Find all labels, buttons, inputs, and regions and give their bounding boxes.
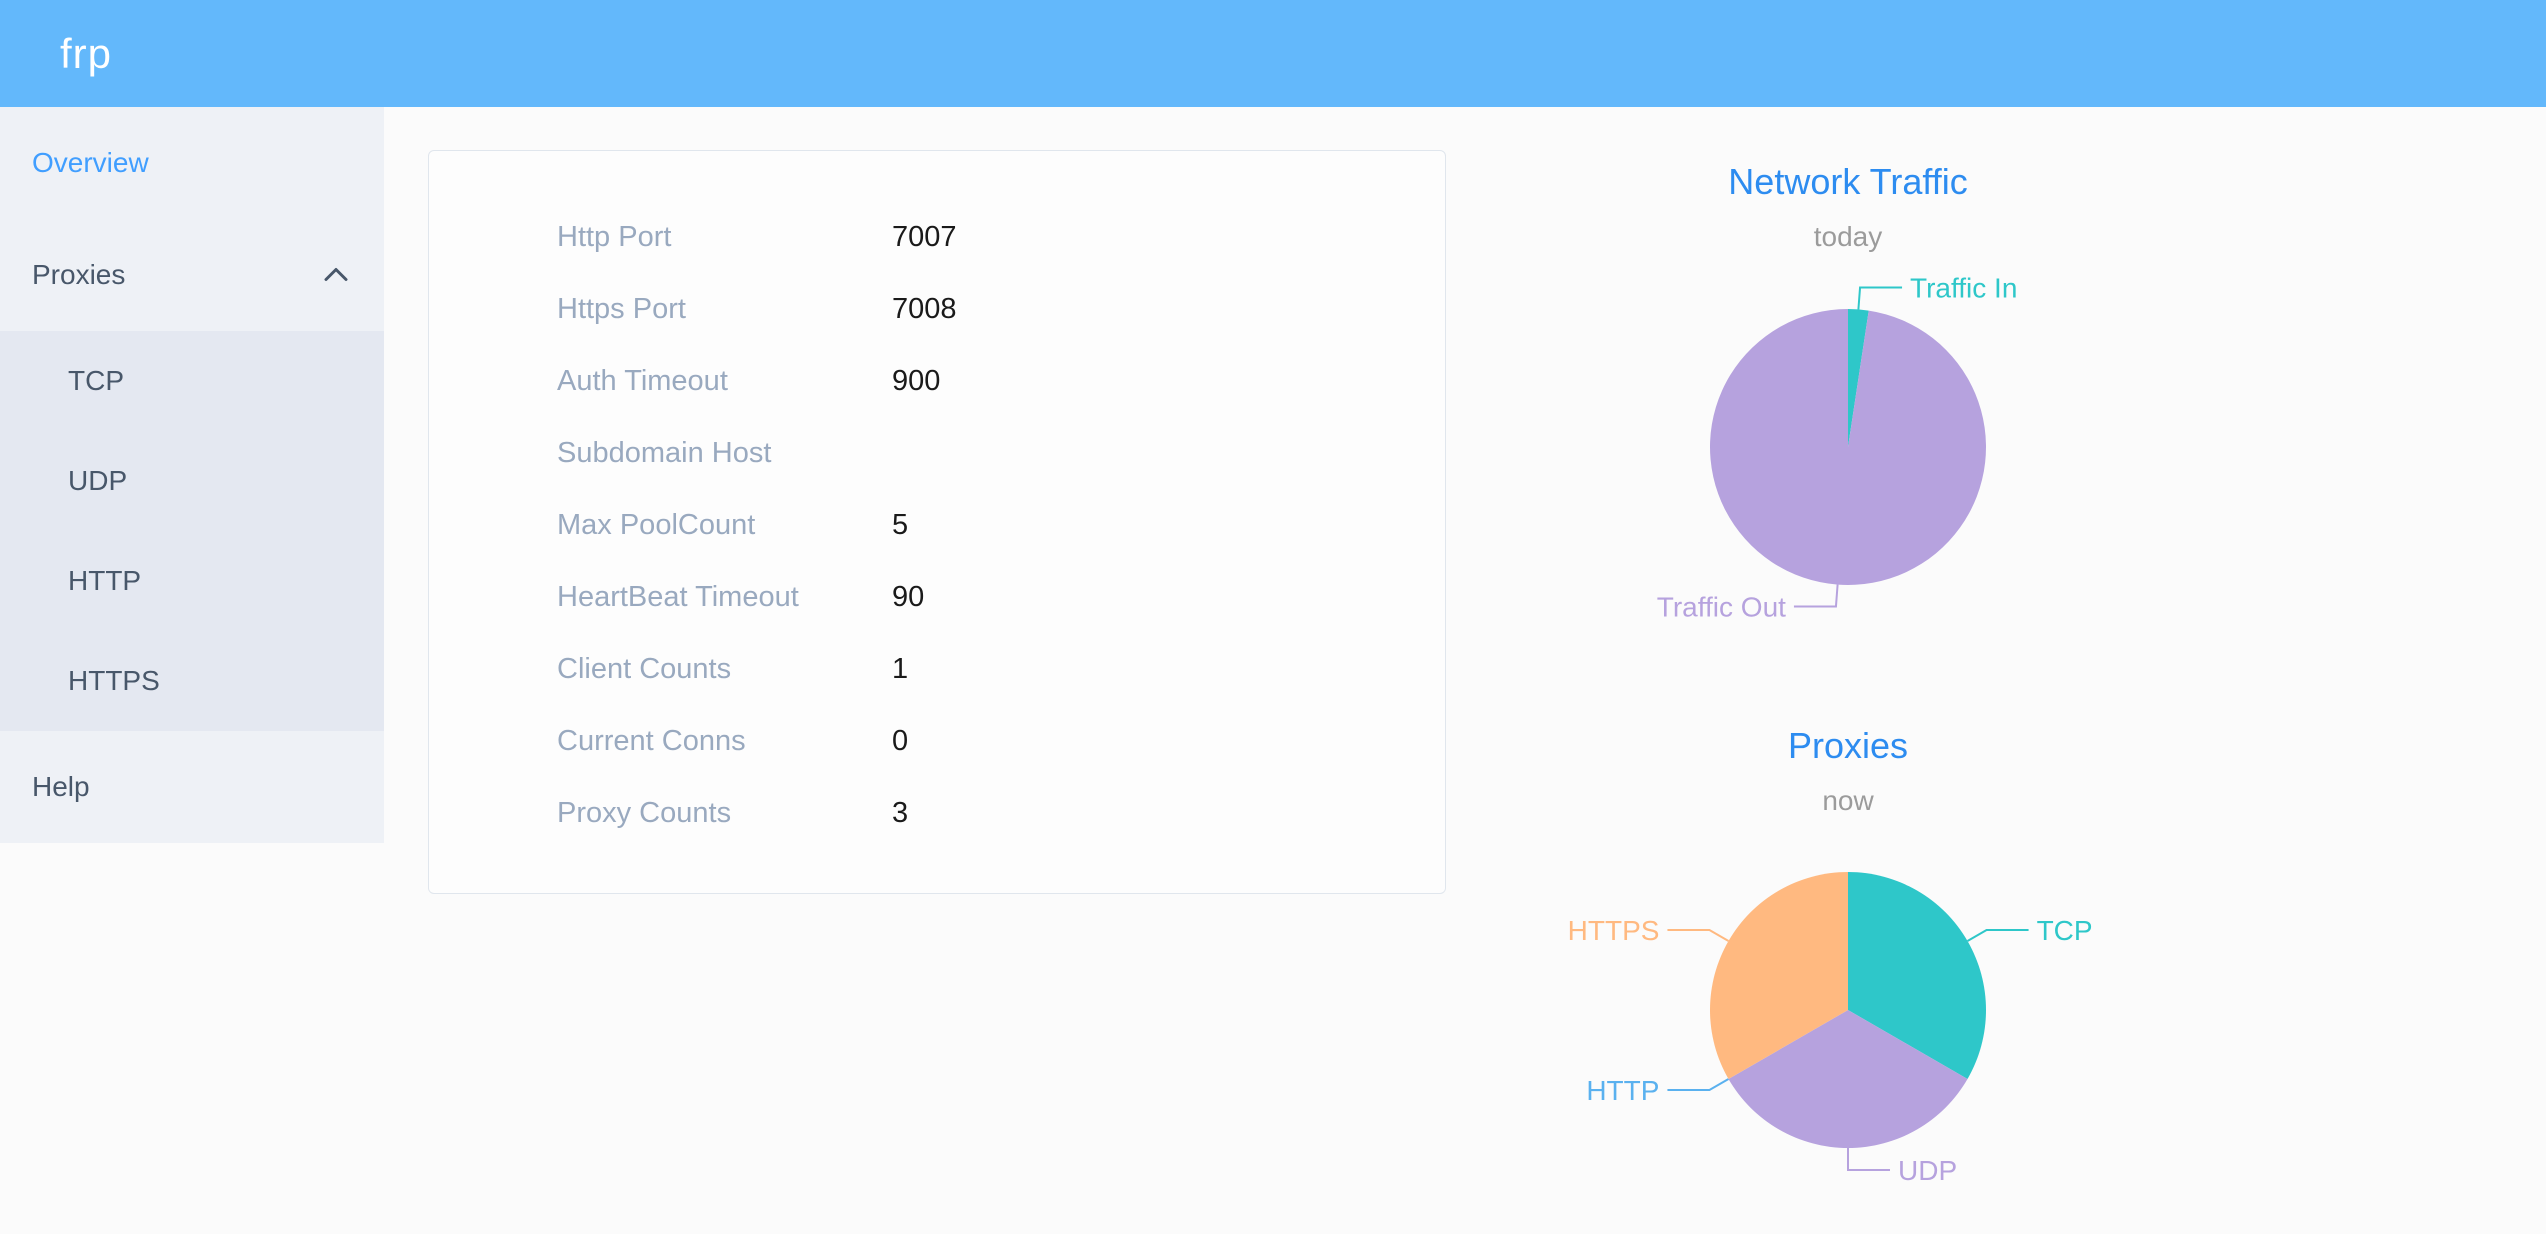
- proxies-pie: TCP UDP HTTP HTTPS: [1568, 872, 2093, 1186]
- pie-label-traffic-in: Traffic In: [1910, 272, 2017, 303]
- config-value: 90: [892, 581, 925, 613]
- config-row: Subdomain Host: [429, 417, 1445, 489]
- chevron-up-icon: [324, 268, 348, 281]
- config-value: 3: [892, 797, 909, 829]
- config-label: Auth Timeout: [557, 365, 728, 397]
- pie-slice-tcp[interactable]: [1848, 872, 1986, 1079]
- proxies-title: Proxies: [1787, 725, 1909, 766]
- config-row: HeartBeat Timeout 90: [429, 561, 1445, 633]
- config-row: Auth Timeout 900: [429, 345, 1445, 417]
- network-traffic-chart: Network Traffic today Traffic In Traffic …: [1558, 150, 2138, 700]
- sidebar-item-https-label: HTTPS: [68, 665, 160, 696]
- pie-label-udp: UDP: [1898, 1155, 1957, 1186]
- proxies-submenu: TCP UDP HTTP HTTPS: [0, 331, 384, 731]
- pie-slice-https[interactable]: [1710, 872, 1848, 1079]
- config-label: Current Conns: [557, 725, 746, 757]
- config-row: Http Port 7007: [429, 201, 1445, 273]
- sidebar-item-http[interactable]: HTTP: [0, 531, 384, 631]
- proxies-subtitle: now: [1822, 785, 1874, 816]
- config-value: 7008: [892, 293, 957, 325]
- config-label: Client Counts: [557, 653, 732, 685]
- sidebar-item-http-label: HTTP: [68, 565, 142, 596]
- config-row: Proxy Counts 3: [429, 777, 1445, 849]
- sidebar-item-overview[interactable]: Overview: [0, 107, 384, 219]
- pie-label-traffic-out: Traffic Out: [1657, 591, 1786, 622]
- pie-slice-traffic-in[interactable]: [1848, 309, 1869, 447]
- pie-label-http: HTTP: [1586, 1075, 1659, 1106]
- sidebar: Overview Proxies TCP UDP HTTP HTTPS Help: [0, 107, 384, 843]
- sidebar-item-help-label: Help: [32, 771, 90, 802]
- config-row: Current Conns 0: [429, 705, 1445, 777]
- config-value: 5: [892, 509, 909, 541]
- frp-logo: frp: [60, 30, 113, 77]
- proxies-chart: Proxies now TCP UDP HTTP HTTPS: [1558, 714, 2138, 1234]
- server-config-card: Http Port 7007 Https Port 7008 Auth Timeout 9…: [428, 150, 1446, 894]
- network-traffic-subtitle: today: [1813, 221, 1883, 252]
- sidebar-item-help[interactable]: Help: [0, 731, 384, 843]
- sidebar-item-proxies-label: Proxies: [32, 259, 126, 290]
- config-label: Proxy Counts: [557, 797, 732, 829]
- sidebar-item-proxies[interactable]: Proxies: [0, 219, 384, 331]
- pie-slice-udp[interactable]: [1728, 1010, 1968, 1148]
- sidebar-item-https[interactable]: HTTPS: [0, 631, 384, 731]
- config-label: Subdomain Host: [557, 437, 772, 469]
- config-row: Max PoolCount 5: [429, 489, 1445, 561]
- config-label: Https Port: [557, 293, 686, 325]
- pie-label-line-http: [1667, 1078, 1729, 1091]
- pie-label-https: HTTPS: [1568, 915, 1660, 946]
- config-row: Client Counts 1: [429, 633, 1445, 705]
- sidebar-item-tcp-label: TCP: [68, 365, 124, 396]
- pie-label-line-traffic-in: [1857, 286, 1903, 310]
- config-row: Https Port 7008: [429, 273, 1445, 345]
- pie-slice-traffic-out[interactable]: [1710, 309, 1986, 585]
- config-rows: Http Port 7007 Https Port 7008 Auth Timeout 9…: [429, 201, 1445, 849]
- config-value: 900: [892, 365, 941, 397]
- config-label: Http Port: [557, 221, 672, 253]
- sidebar-item-udp-label: UDP: [68, 465, 128, 496]
- pie-label-line-traffic-out: [1793, 584, 1839, 608]
- pie-label-line-tcp: [1967, 929, 2029, 942]
- network-traffic-pie: Traffic In Traffic Out: [1657, 272, 2018, 622]
- pie-label-line-https: [1667, 929, 1729, 942]
- config-label: Max PoolCount: [557, 509, 756, 541]
- pie-label-line-udp: [1847, 1148, 1890, 1171]
- sidebar-item-tcp[interactable]: TCP: [0, 331, 384, 431]
- config-value: 1: [892, 653, 909, 685]
- app-header: frp: [0, 0, 2546, 107]
- sidebar-item-udp[interactable]: UDP: [0, 431, 384, 531]
- network-traffic-title: Network Traffic: [1728, 161, 1968, 202]
- config-value: 0: [892, 725, 909, 757]
- sidebar-item-overview-label: Overview: [32, 147, 149, 178]
- pie-label-tcp: TCP: [2037, 915, 2093, 946]
- config-label: HeartBeat Timeout: [557, 581, 799, 613]
- config-value: 7007: [892, 221, 957, 253]
